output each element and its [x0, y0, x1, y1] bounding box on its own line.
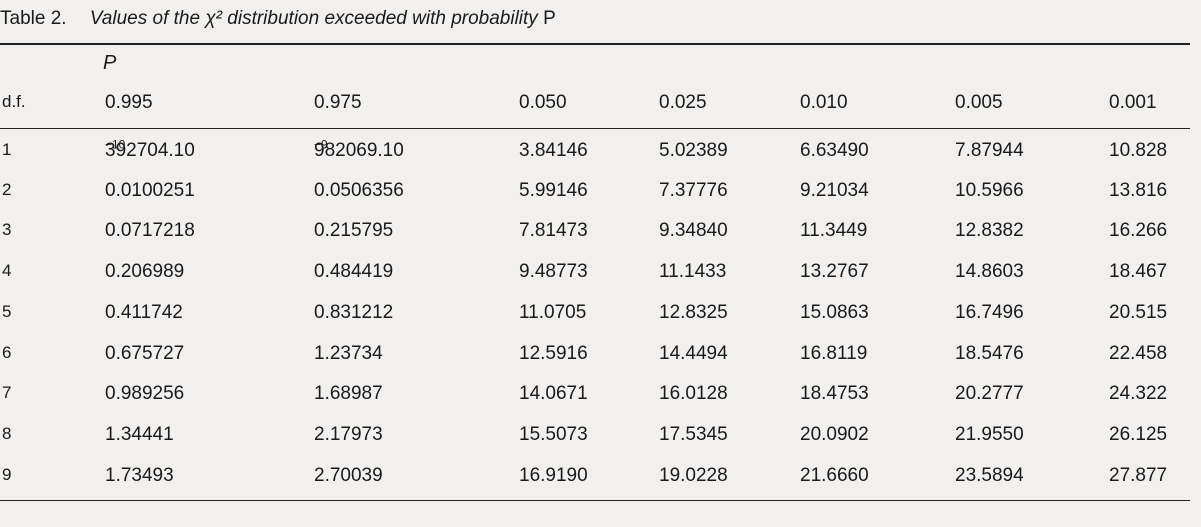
- value-cell: 9.34840: [659, 220, 728, 241]
- value-cell: 12.8382: [955, 220, 1024, 241]
- value-cell: 9.48773: [519, 261, 588, 282]
- value-cell: 1.73493: [105, 465, 174, 486]
- value-cell: 1.23734: [314, 343, 383, 364]
- value-cell: 0.215795: [314, 220, 394, 241]
- df-cell: 5: [2, 302, 12, 321]
- value-cell: 0.0506356: [314, 180, 404, 201]
- value-cell: 14.8603: [955, 261, 1024, 282]
- value-cell: 5.99146: [519, 180, 588, 201]
- value-cell: 21.9550: [955, 424, 1024, 445]
- value-cell: 17.5345: [659, 424, 728, 445]
- value-cell: 2.70039: [314, 465, 383, 486]
- value-cell: 16.0128: [659, 383, 728, 404]
- value-cell: 20.515: [1109, 302, 1168, 323]
- value-cell: 14.0671: [519, 383, 588, 404]
- value-cell: 21.6660: [800, 465, 869, 486]
- df-cell: 4: [2, 261, 12, 280]
- value-cell: 5.02389: [659, 140, 728, 161]
- df-cell: 2: [2, 180, 12, 199]
- value-cell: 11.0705: [519, 302, 587, 323]
- bottom-rule: [0, 500, 1190, 501]
- value-cell: 12.5916: [519, 343, 588, 364]
- value-cell: 3.84146: [519, 140, 588, 161]
- value-cell: 15.0863: [800, 302, 869, 323]
- value-cell: 7.37776: [659, 180, 728, 201]
- value-cell: 15.5073: [519, 424, 588, 445]
- table-caption: Table 2. Values of the χ² distribution e…: [0, 8, 556, 30]
- value-cell: 0.989256: [105, 383, 185, 404]
- df-cell: 1: [2, 140, 12, 159]
- value-cell: 7.81473: [519, 220, 588, 241]
- top-rule: [0, 43, 1190, 45]
- value-cell: 24.322: [1109, 383, 1168, 404]
- value-cell: 18.467: [1109, 261, 1168, 282]
- value-cell: 27.877: [1109, 465, 1168, 486]
- df-cell: 3: [2, 220, 12, 239]
- value-cell: 0.484419: [314, 261, 394, 282]
- prob-header: 0.025: [659, 92, 707, 113]
- value-cell: 0.206989: [105, 261, 185, 282]
- value-cell: 16.7496: [955, 302, 1024, 323]
- value-cell: 20.2777: [955, 383, 1024, 404]
- probability-label: P: [103, 52, 117, 74]
- value-cell: 16.9190: [519, 465, 588, 486]
- value-cell: 13.2767: [800, 261, 869, 282]
- value-cell: 23.5894: [955, 465, 1024, 486]
- value-cell: 26.125: [1109, 424, 1168, 445]
- value-cell: 6.63490: [800, 140, 869, 161]
- df-cell: 9: [2, 465, 12, 484]
- df-cell: 8: [2, 424, 12, 443]
- value-exponent: −9: [314, 137, 328, 152]
- value-cell: 19.0228: [659, 465, 728, 486]
- value-cell: 1.34441: [105, 424, 174, 445]
- prob-header: 0.010: [800, 92, 848, 113]
- df-cell: 7: [2, 383, 12, 402]
- value-cell: 10.828: [1109, 140, 1168, 161]
- value-cell: 18.4753: [800, 383, 869, 404]
- value-cell: 7.87944: [955, 140, 1024, 161]
- table-number: Table 2.: [0, 8, 67, 29]
- value-mantissa: 392704.10: [105, 140, 195, 161]
- table-title-text: Values of the χ² distribution exceeded w…: [89, 8, 538, 29]
- value-cell: 11.3449: [800, 220, 868, 241]
- prob-header: 0.050: [519, 92, 567, 113]
- prob-header: 0.005: [955, 92, 1003, 113]
- prob-header: 0.001: [1109, 92, 1157, 113]
- value-cell: 20.0902: [800, 424, 869, 445]
- value-cell: 0.0717218: [105, 220, 195, 241]
- value-cell: 0.831212: [314, 302, 394, 323]
- value-cell: 982069.10 −9: [314, 137, 404, 162]
- value-cell: 22.458: [1109, 343, 1168, 364]
- value-cell: 16.266: [1109, 220, 1168, 241]
- prob-header: 0.975: [314, 92, 362, 113]
- table-title-symbol: P: [543, 8, 556, 29]
- value-cell: 1.68987: [314, 383, 383, 404]
- value-exponent: −10: [105, 137, 126, 152]
- value-cell: 13.816: [1109, 180, 1168, 201]
- value-cell: 0.411742: [105, 302, 183, 323]
- df-cell: 6: [2, 343, 12, 362]
- df-header: d.f.: [2, 92, 26, 111]
- value-cell: 11.1433: [659, 261, 727, 282]
- value-cell: 12.8325: [659, 302, 728, 323]
- value-cell: 9.21034: [800, 180, 869, 201]
- value-cell: 16.8119: [800, 343, 868, 364]
- header-rule: [0, 128, 1190, 129]
- value-cell: 10.5966: [955, 180, 1024, 201]
- value-mantissa: 982069.10: [314, 140, 404, 161]
- value-cell: 0.0100251: [105, 180, 195, 201]
- value-cell: 2.17973: [314, 424, 383, 445]
- prob-header: 0.995: [105, 92, 153, 113]
- value-cell: 392704.10 −10: [105, 137, 195, 162]
- value-cell: 18.5476: [955, 343, 1024, 364]
- table-title: Values of the χ² distribution exceeded w…: [90, 8, 556, 29]
- value-cell: 0.675727: [105, 343, 185, 364]
- value-cell: 14.4494: [659, 343, 728, 364]
